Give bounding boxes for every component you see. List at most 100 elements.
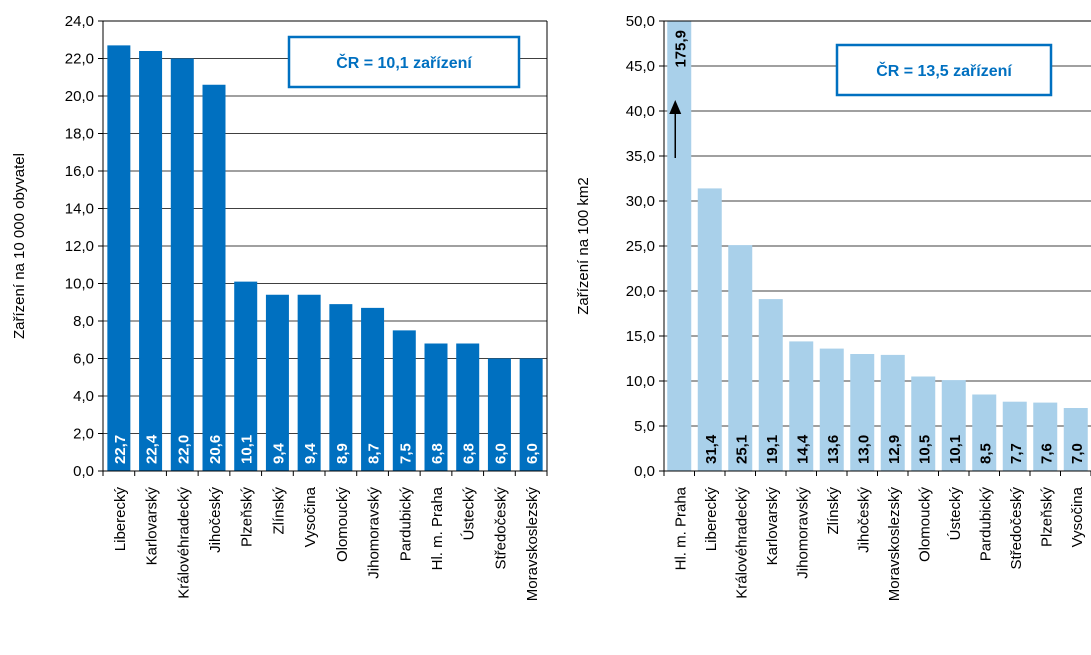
data-label: 10,1 xyxy=(239,435,256,464)
bar xyxy=(107,45,131,471)
bar xyxy=(850,354,875,471)
y-tick-label: 0,0 xyxy=(634,463,655,480)
bar xyxy=(297,294,321,471)
category-label: Vysočina xyxy=(1069,486,1086,547)
category-label: Plzeňský xyxy=(1038,487,1055,548)
category-label: Středočeský xyxy=(1008,487,1025,570)
category-label: Moravskoslezský xyxy=(524,487,541,602)
bar xyxy=(392,330,416,471)
bar xyxy=(519,358,543,471)
category-label: Plzeňský xyxy=(239,487,256,548)
data-label: 7,0 xyxy=(1069,443,1086,464)
category-label: Pardubický xyxy=(397,487,414,562)
y-tick-label: 10,0 xyxy=(65,276,94,293)
category-label: Jihomoravský xyxy=(366,487,383,579)
bar xyxy=(265,294,289,471)
category-label: Hl. m. Praha xyxy=(429,486,446,570)
category-label: Karlovarský xyxy=(144,487,161,566)
y-tick-label: 12,0 xyxy=(65,238,94,255)
y-tick-label: 16,0 xyxy=(65,163,94,180)
data-label: 10,5 xyxy=(916,435,933,464)
data-label: 22,4 xyxy=(144,434,161,464)
chart-population: 0,0 2,0 4,0 6,0 8,0 10,0 12,0 14,0 16,0 18,0 20,0 2… xyxy=(11,13,548,602)
y-tick-label: 24,0 xyxy=(65,13,94,30)
y-tick-label: 10,0 xyxy=(626,373,655,390)
category-label: Olomoucký xyxy=(916,487,933,563)
category-label: Karlovarský xyxy=(764,487,781,566)
y-tick-label: 0,0 xyxy=(73,463,94,480)
bar xyxy=(819,348,844,471)
category-label: Zlínský xyxy=(270,487,287,535)
category-label: Ústecký xyxy=(461,487,478,541)
bar xyxy=(361,307,385,471)
category-label: Moravskoslezský xyxy=(886,487,903,602)
y-tick-label: 45,0 xyxy=(626,58,655,75)
data-label: 14,4 xyxy=(794,434,811,464)
bar xyxy=(941,380,966,471)
data-label: 6,8 xyxy=(461,443,478,464)
bar xyxy=(424,343,448,471)
data-label: 7,7 xyxy=(1008,443,1025,464)
category-label: Ústecký xyxy=(947,487,964,541)
y-tick-label: 6,0 xyxy=(73,351,94,368)
data-label: 20,6 xyxy=(207,435,224,464)
bar xyxy=(789,341,814,471)
data-label: 8,9 xyxy=(334,443,351,464)
data-label: 6,0 xyxy=(524,443,541,464)
y-tick-label: 22,0 xyxy=(65,51,94,68)
data-label: 10,1 xyxy=(947,435,964,464)
category-label: Pardubický xyxy=(977,487,994,562)
data-label: 25,1 xyxy=(733,435,750,464)
bar xyxy=(972,394,997,471)
data-label: 22,7 xyxy=(112,435,129,464)
annotation-box xyxy=(287,35,521,89)
y-tick-label: 50,0 xyxy=(626,13,655,30)
category-label: Olomoucký xyxy=(334,487,351,563)
data-label: 175,9 xyxy=(672,30,689,68)
y-tick-label: 20,0 xyxy=(626,283,655,300)
data-label: 8,5 xyxy=(977,443,994,464)
chart-area: 0,0 5,0 10,0 15,0 20,0 25,0 30,0 35,0 40,0 45,0 50… xyxy=(575,13,1091,601)
bar xyxy=(202,84,226,471)
bar xyxy=(329,304,353,471)
category-label: Jihočeský xyxy=(855,487,872,553)
bar xyxy=(911,376,936,471)
data-label: 19,1 xyxy=(764,435,781,464)
category-label: Středočeský xyxy=(492,487,509,570)
bar xyxy=(170,58,194,471)
category-label: Zlínský xyxy=(825,487,842,535)
category-label: Jihomoravský xyxy=(794,487,811,579)
data-label: 22,0 xyxy=(175,435,192,464)
y-tick-label: 15,0 xyxy=(626,328,655,345)
category-label: Liberecký xyxy=(112,487,129,552)
bar xyxy=(234,281,258,471)
y-tick-label: 14,0 xyxy=(65,201,94,218)
y-tick-label: 8,0 xyxy=(73,313,94,330)
y-axis-title: Zařízení na 10 000 obyvatel xyxy=(11,153,28,339)
y-tick-label: 25,0 xyxy=(626,238,655,255)
y-tick-label: 35,0 xyxy=(626,148,655,165)
annotation-text: ČR = 10,1 zařízení xyxy=(336,53,472,72)
annotation-box xyxy=(835,43,1053,97)
bar xyxy=(728,245,753,471)
category-label: Královéhradecký xyxy=(175,487,192,599)
bar xyxy=(880,354,905,471)
data-label: 6,0 xyxy=(492,443,509,464)
data-label: 8,7 xyxy=(366,443,383,464)
bar xyxy=(667,21,692,471)
y-tick-label: 30,0 xyxy=(626,193,655,210)
bar xyxy=(1002,401,1027,471)
bar xyxy=(1063,408,1088,471)
bar xyxy=(758,299,783,471)
y-tick-label: 4,0 xyxy=(73,388,94,405)
data-label: 9,4 xyxy=(302,442,319,464)
overflow-arrow-icon xyxy=(669,100,682,114)
bar xyxy=(487,358,511,471)
category-label: Liberecký xyxy=(703,487,720,552)
bar xyxy=(1033,402,1058,471)
data-label: 7,6 xyxy=(1038,443,1055,464)
data-label: 31,4 xyxy=(703,434,720,464)
y-tick-label: 20,0 xyxy=(65,88,94,105)
bar xyxy=(697,188,722,471)
